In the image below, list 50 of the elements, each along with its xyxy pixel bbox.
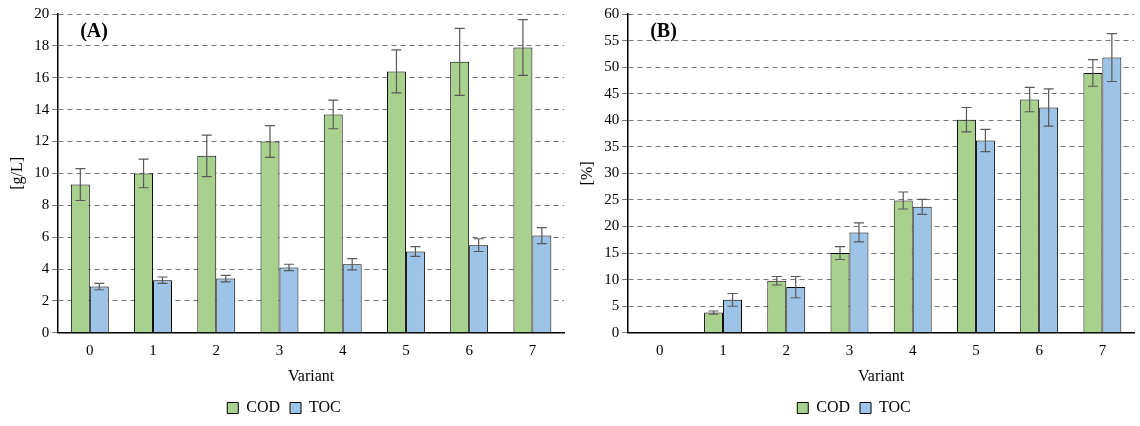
x-tick-label: 7 [1098, 341, 1107, 358]
y-tick-label: 60 [604, 4, 620, 21]
x-tick-label: 5 [972, 341, 980, 358]
x-tick-label: 2 [782, 341, 791, 358]
legend-label: COD [246, 398, 281, 416]
x-tick-label: 3 [275, 341, 284, 358]
y-tick-label: 15 [604, 244, 620, 261]
legend-label: TOC [879, 398, 911, 416]
x-tick-label: 0 [656, 341, 664, 358]
x-axis-title: Variant [858, 366, 905, 384]
legend-label: TOC [309, 398, 341, 416]
x-tick-label: 3 [845, 341, 854, 358]
x-axis-title: Variant [288, 366, 335, 384]
y-axis-title: [g/L] [7, 156, 26, 190]
chart-title: (B) [650, 19, 677, 43]
y-tick-label: 30 [604, 164, 620, 181]
y-tick-label: 8 [41, 196, 50, 213]
x-tick-label: 6 [1035, 341, 1044, 358]
y-tick-label: 40 [604, 111, 620, 128]
y-tick-label: 0 [41, 323, 50, 340]
y-tick-label: 10 [604, 270, 620, 287]
y-tick-label: 55 [604, 31, 620, 48]
x-tick-label: 4 [908, 341, 917, 358]
x-tick-label: 2 [212, 341, 221, 358]
x-tick-label: 4 [338, 341, 347, 358]
y-tick-label: 16 [34, 68, 50, 85]
y-tick-label: 2 [41, 291, 50, 308]
x-tick-label: 0 [86, 341, 94, 358]
x-tick-label: 5 [402, 341, 410, 358]
x-tick-label: 6 [465, 341, 474, 358]
y-tick-label: 18 [34, 36, 50, 53]
y-tick-label: 0 [611, 323, 620, 340]
y-tick-label: 6 [41, 228, 50, 245]
y-tick-label: 45 [604, 84, 620, 101]
y-tick-label: 5 [611, 297, 620, 314]
y-axis-title: [%] [577, 161, 595, 186]
y-tick-label: 12 [34, 132, 50, 149]
y-tick-label: 4 [41, 259, 50, 276]
x-tick-label: 7 [528, 341, 537, 358]
y-tick-label: 50 [604, 58, 620, 75]
x-tick-label: 1 [149, 341, 157, 358]
y-tick-label: 25 [604, 190, 620, 207]
chart-title: (A) [80, 19, 108, 43]
y-tick-label: 20 [604, 217, 620, 234]
y-tick-label: 20 [34, 4, 50, 21]
y-tick-label: 10 [34, 164, 50, 181]
legend-label: COD [816, 398, 851, 416]
y-tick-label: 35 [604, 137, 620, 154]
x-tick-label: 1 [719, 341, 727, 358]
y-tick-label: 14 [34, 100, 50, 117]
